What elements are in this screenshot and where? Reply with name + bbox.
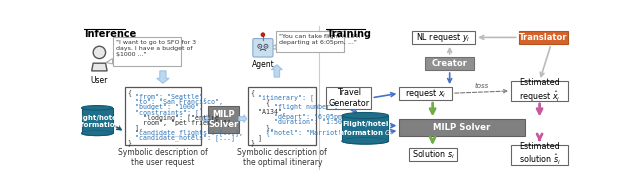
Polygon shape bbox=[92, 63, 107, 71]
FancyBboxPatch shape bbox=[399, 119, 525, 136]
Text: toss: toss bbox=[474, 83, 488, 89]
FancyBboxPatch shape bbox=[253, 39, 273, 57]
Text: "A134",: "A134", bbox=[250, 109, 287, 115]
Polygon shape bbox=[106, 59, 113, 64]
Text: MILP Solver: MILP Solver bbox=[433, 123, 491, 132]
FancyBboxPatch shape bbox=[208, 106, 239, 133]
Text: {: { bbox=[250, 89, 255, 96]
Ellipse shape bbox=[81, 131, 113, 135]
Polygon shape bbox=[202, 115, 209, 123]
Text: {"hotel": "Marriott"}: {"hotel": "Marriott"} bbox=[250, 130, 351, 136]
Text: ],: ], bbox=[127, 124, 143, 131]
Text: {: { bbox=[250, 99, 271, 106]
Text: "depart": "6:05pm",: "depart": "6:05pm", bbox=[250, 114, 351, 120]
Text: "candidate_flights": [...],: "candidate_flights": [...], bbox=[127, 130, 243, 136]
Text: "from": "Seattle",: "from": "Seattle", bbox=[127, 94, 207, 100]
Text: MILP
Solver: MILP Solver bbox=[208, 110, 239, 129]
Ellipse shape bbox=[342, 113, 388, 119]
Text: Symbolic description of
the optimal itinerary: Symbolic description of the optimal itin… bbox=[237, 148, 327, 167]
Polygon shape bbox=[270, 45, 276, 49]
Text: Estimated
solution $\hat{s}_i$: Estimated solution $\hat{s}_i$ bbox=[518, 142, 561, 167]
Text: Flight/hotel
information $G_i$: Flight/hotel information $G_i$ bbox=[337, 121, 394, 139]
Text: Flight/hotel
information: Flight/hotel information bbox=[74, 115, 120, 128]
Bar bbox=[342, 116, 388, 141]
Circle shape bbox=[264, 44, 268, 48]
Bar bbox=[81, 108, 113, 133]
Text: request $x_i$: request $x_i$ bbox=[405, 87, 446, 100]
Text: Symbolic description of
the user request: Symbolic description of the user request bbox=[118, 148, 208, 167]
Text: NL request $y_i$: NL request $y_i$ bbox=[416, 31, 470, 44]
Text: "itinerary": [: "itinerary": [ bbox=[250, 94, 314, 101]
Text: Estimated
request $\hat{x}_i$: Estimated request $\hat{x}_i$ bbox=[519, 78, 560, 104]
Text: Solution $s_i$: Solution $s_i$ bbox=[412, 148, 455, 161]
FancyBboxPatch shape bbox=[518, 31, 568, 44]
FancyBboxPatch shape bbox=[511, 81, 568, 101]
FancyBboxPatch shape bbox=[125, 87, 201, 145]
FancyBboxPatch shape bbox=[399, 87, 452, 100]
Text: Creator: Creator bbox=[432, 59, 468, 68]
FancyBboxPatch shape bbox=[412, 31, 476, 44]
Text: User: User bbox=[91, 75, 108, 85]
Text: Agent: Agent bbox=[252, 60, 275, 69]
Text: }: } bbox=[250, 139, 255, 146]
FancyBboxPatch shape bbox=[113, 37, 180, 66]
Circle shape bbox=[261, 33, 265, 37]
FancyBboxPatch shape bbox=[248, 87, 316, 145]
FancyBboxPatch shape bbox=[326, 87, 371, 109]
Text: "to": "San Francisco",: "to": "San Francisco", bbox=[127, 99, 223, 105]
Ellipse shape bbox=[81, 131, 113, 135]
Text: "You can take flight A134,
departing at 6:05pm, ...": "You can take flight A134, departing at … bbox=[279, 34, 360, 45]
Ellipse shape bbox=[81, 106, 113, 110]
Polygon shape bbox=[239, 115, 246, 123]
Text: {: { bbox=[127, 89, 131, 96]
Text: "lodging": ["entire: "lodging": ["entire bbox=[127, 114, 220, 121]
Circle shape bbox=[93, 46, 106, 59]
Text: "budget": "1000",: "budget": "1000", bbox=[127, 104, 204, 110]
Polygon shape bbox=[271, 65, 282, 77]
Ellipse shape bbox=[342, 138, 388, 144]
Text: Translator: Translator bbox=[519, 33, 568, 42]
Text: Travel
Generator: Travel Generator bbox=[328, 88, 369, 108]
Text: "I want to go to SFO for 3
days. I have a budget of
$1000 ...": "I want to go to SFO for 3 days. I have … bbox=[116, 40, 196, 57]
FancyBboxPatch shape bbox=[425, 57, 474, 70]
Circle shape bbox=[259, 46, 260, 47]
FancyBboxPatch shape bbox=[276, 31, 344, 52]
Text: },: }, bbox=[250, 124, 275, 131]
Polygon shape bbox=[157, 71, 169, 83]
Text: "duration": "1:50",: "duration": "1:50", bbox=[250, 119, 351, 125]
FancyBboxPatch shape bbox=[511, 145, 568, 165]
Text: Training: Training bbox=[326, 29, 371, 39]
Text: room", "pet friendly"]: room", "pet friendly"] bbox=[127, 119, 231, 126]
Text: }: } bbox=[127, 139, 131, 146]
Text: "constraints": [: "constraints": [ bbox=[127, 109, 199, 116]
Text: ]: ] bbox=[250, 135, 262, 141]
Text: "flight number":: "flight number": bbox=[250, 104, 339, 110]
Text: Inference: Inference bbox=[84, 29, 136, 39]
Text: "candidate_hotels": [...]: "candidate_hotels": [...] bbox=[127, 135, 236, 141]
FancyBboxPatch shape bbox=[410, 148, 458, 161]
Circle shape bbox=[258, 44, 262, 48]
Circle shape bbox=[265, 46, 267, 47]
Ellipse shape bbox=[342, 138, 388, 144]
